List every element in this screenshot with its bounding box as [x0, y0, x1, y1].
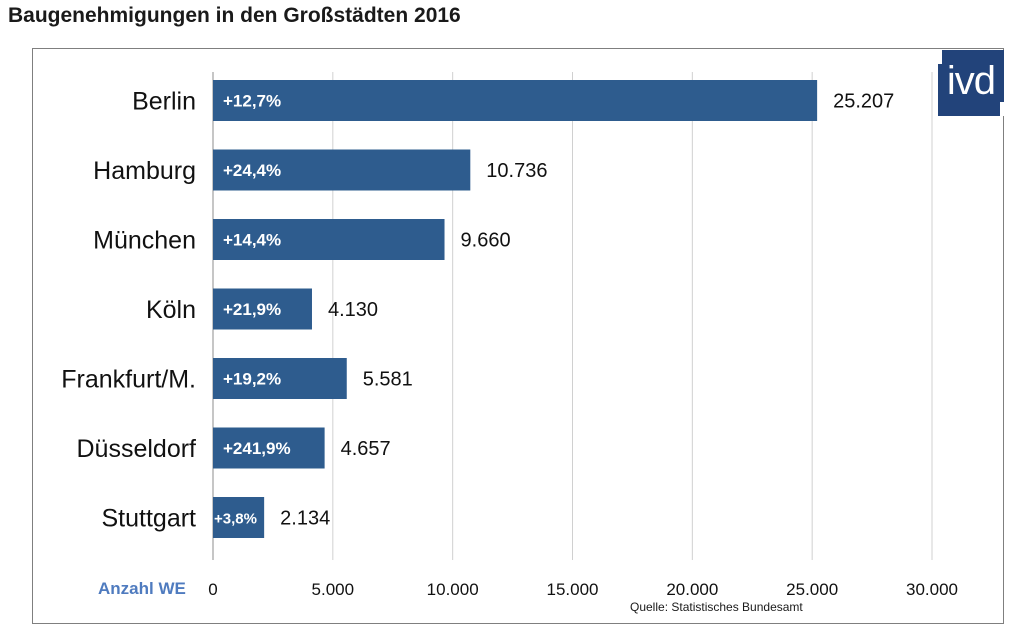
category-label: Frankfurt/M. [61, 366, 196, 394]
category-label: Düsseldorf [77, 435, 197, 463]
x-tick-label: 30.000 [906, 580, 958, 599]
category-label: Hamburg [93, 157, 196, 185]
gridlines [212, 72, 933, 560]
bar [213, 149, 471, 191]
change-label: +24,4% [223, 161, 281, 180]
x-tick-label: 5.000 [312, 580, 355, 599]
ivd-logo: ivd [938, 50, 1004, 116]
change-labels: +12,7% +24,4% +14,4% +21,9% +19,2% +241,9% +3,… [214, 92, 291, 528]
change-label: +14,4% [223, 231, 281, 250]
value-label: 10.736 [486, 160, 547, 182]
x-tick-label: 0 [208, 580, 217, 599]
bar [213, 288, 312, 330]
x-axis-label: Anzahl WE [98, 579, 186, 598]
value-label: 9.660 [461, 230, 511, 252]
bar [213, 80, 818, 121]
x-tick-label: 10.000 [427, 580, 479, 599]
change-label: +3,8% [214, 511, 257, 528]
bars [213, 80, 818, 538]
category-label: Berlin [132, 88, 196, 116]
source-note: Quelle: Statistisches Bundesamt [630, 600, 803, 614]
chart-title: Baugenehmigungen in den Großstädten 2016 [8, 4, 461, 27]
bar [213, 358, 347, 399]
chart-frame [32, 48, 1004, 624]
change-label: +21,9% [223, 300, 281, 319]
value-labels: 25.207 10.736 9.660 4.130 5.581 4.657 2.134 [280, 91, 894, 530]
x-tick-label: 25.000 [786, 580, 838, 599]
change-label: +19,2% [223, 370, 281, 389]
x-tick-label: 20.000 [666, 580, 718, 599]
category-label: München [93, 227, 196, 255]
value-label: 2.134 [280, 508, 330, 530]
value-label: 5.581 [363, 369, 413, 391]
x-tick-labels: 0 5.000 10.000 15.000 20.000 25.000 30.000 [208, 580, 958, 599]
bar [213, 219, 445, 260]
category-label: Köln [146, 296, 196, 324]
change-label: +12,7% [223, 92, 281, 111]
bar [213, 427, 325, 469]
x-tick-label: 15.000 [547, 580, 599, 599]
value-label: 25.207 [833, 91, 894, 113]
category-label: Stuttgart [102, 505, 197, 533]
category-labels: Berlin Hamburg München Köln Frankfurt/M. Düss… [61, 88, 196, 533]
bar [213, 497, 265, 538]
change-label: +241,9% [223, 439, 291, 458]
value-label: 4.657 [341, 438, 391, 460]
value-label: 4.130 [328, 299, 378, 321]
